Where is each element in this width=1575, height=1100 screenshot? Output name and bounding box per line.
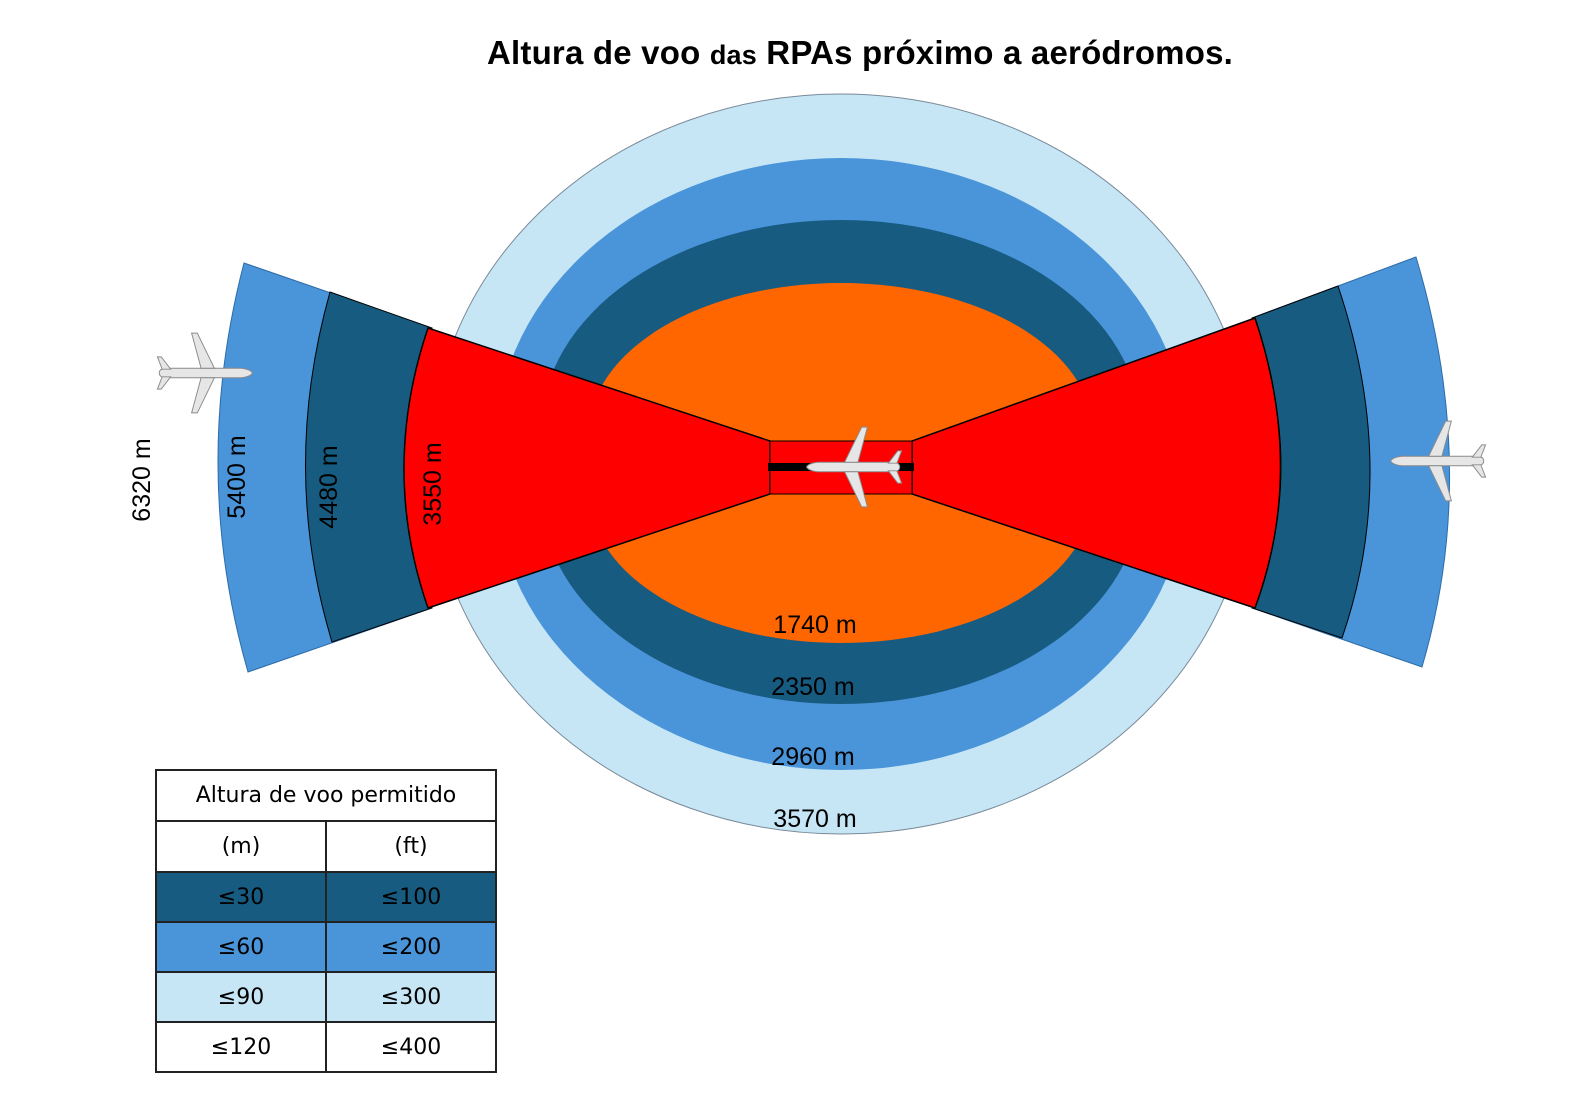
- legend-header: Altura de voo permitido: [155, 769, 497, 822]
- airplane-icon-right: [1390, 420, 1487, 502]
- legend-cell-ft: ≤100: [325, 871, 497, 923]
- legend-cell-m: ≤60: [155, 921, 327, 973]
- diagram-title: Altura de voo das RPAs próximo a aeródro…: [486, 34, 1234, 71]
- approach-label-4480m: 4480 m: [315, 445, 343, 528]
- legend-cell-m: ≤120: [155, 1021, 327, 1073]
- airplane-icon-left: [156, 332, 253, 414]
- legend-cell-m: ≤30: [155, 871, 327, 923]
- legend-row: ≤90 ≤300: [155, 971, 497, 1023]
- approach-label-5400m: 5400 m: [223, 435, 251, 518]
- legend-unit-ft: (ft): [325, 820, 497, 873]
- legend-cell-ft: ≤300: [325, 971, 497, 1023]
- approach-right-3550m: [911, 317, 1282, 609]
- airplane-icon-runway: [806, 426, 903, 508]
- zone-label-2960m: 2960 m: [771, 743, 854, 771]
- legend-cell-m: ≤90: [155, 971, 327, 1023]
- approach-label-6320m: 6320 m: [128, 438, 156, 521]
- legend-table: Altura de voo permitido (m) (ft) ≤30 ≤10…: [155, 769, 497, 1073]
- legend-row: ≤30 ≤100: [155, 871, 497, 923]
- legend-row: ≤60 ≤200: [155, 921, 497, 973]
- zone-label-2350m: 2350 m: [771, 673, 854, 701]
- legend-cell-ft: ≤400: [325, 1021, 497, 1073]
- approach-label-3550m: 3550 m: [419, 442, 447, 525]
- legend-cell-ft: ≤200: [325, 921, 497, 973]
- zone-label-3570m: 3570 m: [773, 805, 856, 833]
- approach-left-3550m: [403, 327, 771, 609]
- legend-unit-m: (m): [155, 820, 327, 873]
- zone-label-1740m: 1740 m: [773, 611, 856, 639]
- legend-row: ≤120 ≤400: [155, 1021, 497, 1073]
